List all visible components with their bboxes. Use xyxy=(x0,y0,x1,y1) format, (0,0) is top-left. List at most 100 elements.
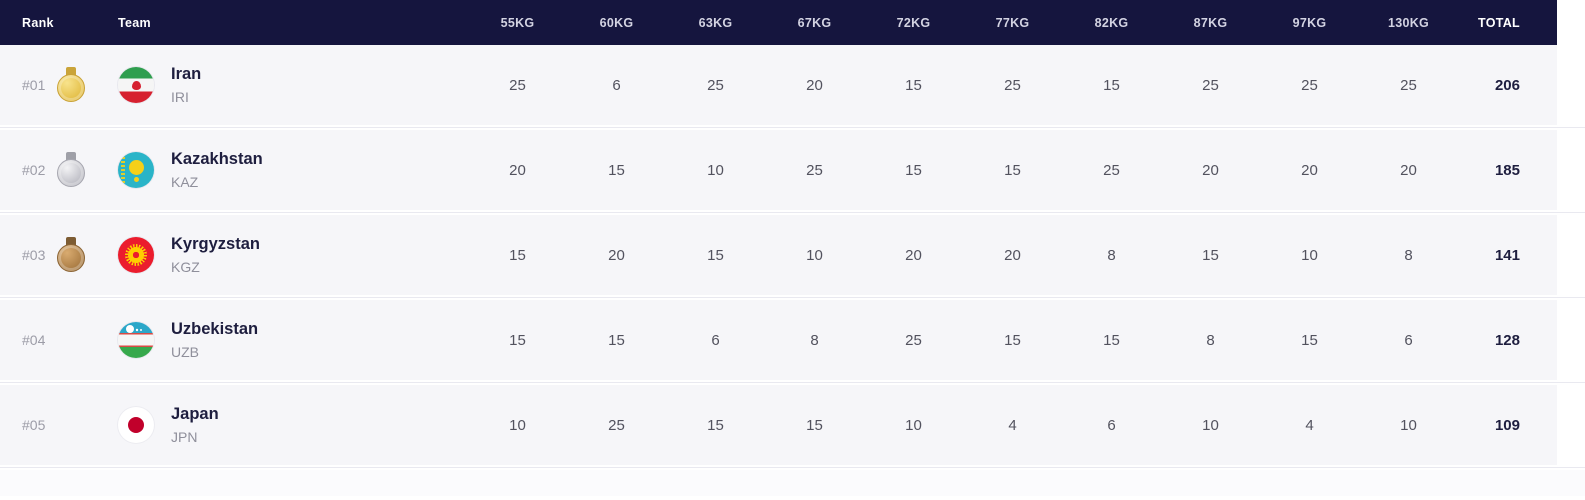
score-cell: 6 xyxy=(711,331,720,349)
score-cell: 15 xyxy=(806,416,823,434)
team-text: Kyrgyzstan KGZ xyxy=(171,235,260,275)
team-cell: Japan JPN xyxy=(118,405,468,445)
team-row[interactable]: #04 Uzbekistan UZB 15 15 6 8 25 15 15 8 15 6 128 xyxy=(0,300,1585,383)
score-cell: 15 xyxy=(509,246,526,264)
score-cell: 15 xyxy=(1004,331,1021,349)
column-header-w72: 72KG xyxy=(896,15,931,30)
rank-label: #04 xyxy=(22,332,46,348)
score-cell: 25 xyxy=(806,161,823,179)
score-cell: 15 xyxy=(1103,331,1120,349)
score-cell: 10 xyxy=(707,161,724,179)
rank-cell: #03 xyxy=(0,236,118,274)
gold-medal-icon xyxy=(56,66,86,104)
rank-cell: #01 xyxy=(0,66,118,104)
score-cell: 15 xyxy=(707,246,724,264)
team-row[interactable]: #02 Kazakhstan KAZ 20 15 10 25 15 15 25 20 20 20 1… xyxy=(0,130,1585,213)
total-score: 185 xyxy=(1494,161,1520,179)
team-code: JPN xyxy=(171,429,198,445)
column-header-w67: 67KG xyxy=(797,15,832,30)
column-header-w130: 130KG xyxy=(1387,15,1430,30)
team-text: Uzbekistan UZB xyxy=(171,320,258,360)
team-code: KGZ xyxy=(171,259,200,275)
score-cell: 15 xyxy=(1103,76,1120,94)
score-cell: 20 xyxy=(608,246,625,264)
team-row[interactable]: #03 Kyrgyzstan KGZ 15 20 15 10 20 20 8 15 10 8 141 xyxy=(0,215,1585,298)
rank-label: #02 xyxy=(22,162,46,178)
column-header-w55: 55KG xyxy=(500,15,535,30)
score-cell: 6 xyxy=(612,76,621,94)
table-body: #01 Iran IRI 25 6 25 20 15 25 15 25 25 25 206 #02 … xyxy=(0,45,1585,468)
score-cell: 15 xyxy=(905,161,922,179)
column-header-team: Team xyxy=(118,15,151,30)
score-cell: 4 xyxy=(1008,416,1017,434)
team-text: Kazakhstan KAZ xyxy=(171,150,263,190)
column-header-rank: Rank xyxy=(22,15,54,30)
score-cell: 25 xyxy=(1301,76,1318,94)
uzb-flag-icon xyxy=(118,322,154,358)
team-row[interactable]: #05 Japan JPN 10 25 15 15 10 4 6 10 4 10 109 xyxy=(0,385,1585,468)
score-cell: 25 xyxy=(608,416,625,434)
score-cell: 10 xyxy=(905,416,922,434)
team-text: Japan JPN xyxy=(171,405,219,445)
score-cell: 20 xyxy=(509,161,526,179)
column-header-w60: 60KG xyxy=(599,15,634,30)
score-cell: 20 xyxy=(1202,161,1219,179)
score-cell: 25 xyxy=(1103,161,1120,179)
column-header-w87: 87KG xyxy=(1193,15,1228,30)
team-code: UZB xyxy=(171,344,199,360)
team-name: Kyrgyzstan xyxy=(171,235,260,253)
total-score: 206 xyxy=(1494,76,1520,94)
score-cell: 25 xyxy=(509,76,526,94)
score-cell: 15 xyxy=(1301,331,1318,349)
team-text: Iran IRI xyxy=(171,65,201,105)
score-cell: 8 xyxy=(1404,246,1413,264)
column-header-w97: 97KG xyxy=(1292,15,1327,30)
rank-cell: #04 xyxy=(0,321,118,359)
score-cell: 10 xyxy=(1202,416,1219,434)
score-cell: 25 xyxy=(1004,76,1021,94)
kgz-flag-icon xyxy=(118,237,154,273)
bronze-medal-icon xyxy=(56,236,86,274)
score-cell: 10 xyxy=(1301,246,1318,264)
team-code: IRI xyxy=(171,89,189,105)
score-cell: 25 xyxy=(707,76,724,94)
score-cell: 25 xyxy=(905,331,922,349)
silver-medal-icon xyxy=(56,151,86,189)
score-cell: 4 xyxy=(1305,416,1314,434)
jpn-flag-icon xyxy=(118,407,154,443)
bottom-strip xyxy=(0,470,1585,496)
score-cell: 15 xyxy=(707,416,724,434)
team-cell: Uzbekistan UZB xyxy=(118,320,468,360)
score-cell: 25 xyxy=(1400,76,1417,94)
team-name: Kazakhstan xyxy=(171,150,263,168)
team-cell: Kazakhstan KAZ xyxy=(118,150,468,190)
score-cell: 10 xyxy=(509,416,526,434)
team-name: Iran xyxy=(171,65,202,83)
score-cell: 20 xyxy=(1400,161,1417,179)
total-score: 109 xyxy=(1494,416,1520,434)
total-score: 128 xyxy=(1494,331,1520,349)
score-cell: 20 xyxy=(1301,161,1318,179)
team-row[interactable]: #01 Iran IRI 25 6 25 20 15 25 15 25 25 25 206 xyxy=(0,45,1585,128)
table-header: Rank Team 55KG 60KG 63KG 67KG 72KG 77KG 82KG 87KG… xyxy=(0,0,1557,45)
score-cell: 8 xyxy=(1107,246,1116,264)
score-cell: 20 xyxy=(806,76,823,94)
team-cell: Kyrgyzstan KGZ xyxy=(118,235,468,275)
kaz-flag-icon xyxy=(118,152,154,188)
score-cell: 6 xyxy=(1107,416,1116,434)
score-cell: 10 xyxy=(1400,416,1417,434)
score-cell: 25 xyxy=(1202,76,1219,94)
score-cell: 20 xyxy=(905,246,922,264)
score-cell: 20 xyxy=(1004,246,1021,264)
rank-cell: #05 xyxy=(0,406,118,444)
column-header-w77: 77KG xyxy=(995,15,1030,30)
rank-cell: #02 xyxy=(0,151,118,189)
score-cell: 15 xyxy=(1202,246,1219,264)
score-cell: 8 xyxy=(810,331,819,349)
team-cell: Iran IRI xyxy=(118,65,468,105)
column-header-w63: 63KG xyxy=(698,15,733,30)
team-code: KAZ xyxy=(171,174,199,190)
team-standings-table: Rank Team 55KG 60KG 63KG 67KG 72KG 77KG 82KG 87KG… xyxy=(0,0,1585,468)
team-name: Japan xyxy=(171,405,219,423)
score-cell: 15 xyxy=(509,331,526,349)
